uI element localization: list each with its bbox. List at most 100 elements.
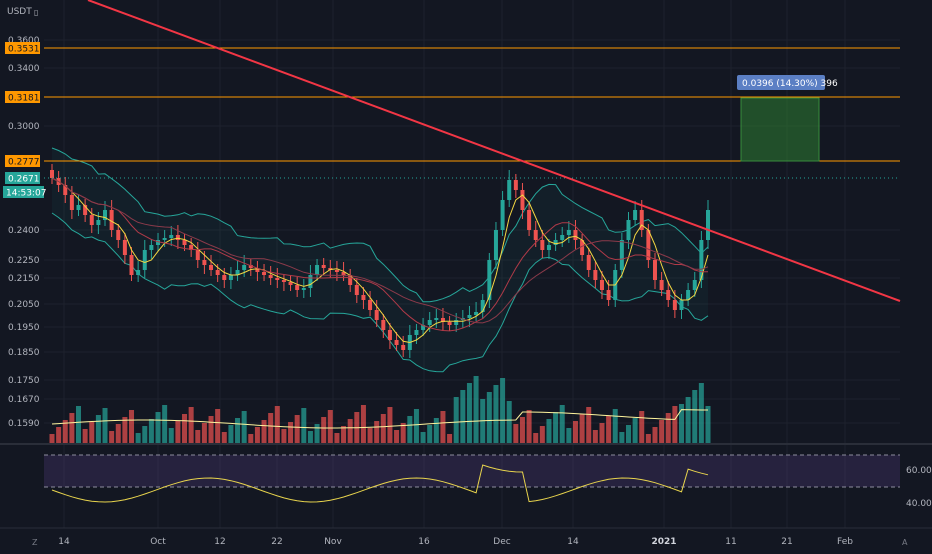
rsi-pane[interactable]: 60.00 40.00 <box>44 454 932 509</box>
countdown-tag <box>3 186 44 198</box>
candle-body <box>440 318 445 322</box>
candle-body <box>228 275 233 280</box>
volume-bar <box>155 412 161 444</box>
candle-body <box>447 322 452 325</box>
volume-bar <box>592 430 598 444</box>
last-price-text: 0.2671 <box>8 175 40 185</box>
price-tag-1 <box>5 91 40 103</box>
y-tick-9: 0.1750 <box>8 376 40 386</box>
candle-body <box>295 285 300 290</box>
candle-body <box>487 260 492 300</box>
volume-bar <box>56 427 62 444</box>
y-tick-7: 0.1950 <box>8 323 40 333</box>
volume-bar <box>215 409 221 444</box>
candle-body <box>255 268 260 272</box>
auto-scale-icon[interactable]: A <box>902 538 908 547</box>
volume-bar <box>433 418 439 444</box>
price-tag-0 <box>5 42 40 54</box>
volume-bar <box>685 397 691 444</box>
currency-label-suffix: ▯ <box>34 8 38 17</box>
volume-bar <box>440 411 446 444</box>
candle-body <box>268 275 273 278</box>
candle-body <box>315 265 320 275</box>
volume-bar <box>380 414 386 444</box>
y-tick-0: 0.3600 <box>8 36 40 46</box>
x-tick-2: 12 <box>214 537 225 547</box>
candle-body <box>421 325 426 330</box>
volume-bar <box>659 420 665 444</box>
y-tick-6: 0.2050 <box>8 300 40 310</box>
candle-body <box>706 210 710 240</box>
candle-body <box>374 310 379 320</box>
candle-body <box>149 245 154 250</box>
y-tick-4: 0.2250 <box>8 256 40 266</box>
candle-body <box>381 320 386 330</box>
volume-bar <box>129 410 135 444</box>
last-price-tag <box>5 172 40 184</box>
candle-body <box>414 330 419 335</box>
volume-bar <box>268 413 274 444</box>
x-tick-10: 21 <box>781 537 792 547</box>
candle-body <box>593 270 598 280</box>
volume-bar <box>208 416 214 444</box>
candle-body <box>122 240 127 255</box>
volume-bar <box>480 399 486 444</box>
trendline[interactable] <box>87 0 901 302</box>
candle-body <box>182 240 187 245</box>
price-scale[interactable]: 0.3600 0.3400 0.3000 0.2400 0.2250 0.2150 0.20… <box>8 36 40 429</box>
bollinger-lower <box>51 212 709 373</box>
x-tick-3: 22 <box>271 537 282 547</box>
candle-body <box>103 210 108 220</box>
price-tag-1-text: 0.3181 <box>8 94 40 104</box>
volume-bar <box>460 390 466 444</box>
candle-body <box>96 220 101 225</box>
volume-bar <box>102 408 108 444</box>
candle-body <box>189 245 194 250</box>
candle-body <box>560 235 565 240</box>
candle-body <box>599 280 604 290</box>
volume-bar <box>241 411 247 444</box>
price-tags[interactable]: 0.3531 0.3181 0.2777 0.2671 14:53:07 <box>3 42 46 199</box>
y-tick-1: 0.3400 <box>8 64 40 74</box>
volume-bar <box>553 412 559 444</box>
candle-body <box>63 185 68 195</box>
candle-body <box>573 230 578 240</box>
candle-body <box>467 315 472 318</box>
volume-bar <box>506 401 512 444</box>
candle-body <box>235 270 240 275</box>
volume-bar <box>599 423 605 444</box>
horizontal-lines[interactable] <box>44 47 900 179</box>
measure-tool[interactable]: 0.0396 (14.30%) 396 <box>737 75 838 162</box>
volume-bar <box>519 417 525 444</box>
currency-label: USDT <box>7 7 32 17</box>
time-scale[interactable]: 14 Oct 12 22 Nov 16 Dec 14 2021 11 21 Feb <box>58 537 853 547</box>
candle-body <box>222 275 227 280</box>
x-tick-4: Nov <box>324 537 342 547</box>
candle-body <box>626 220 631 240</box>
volume-bar <box>175 421 181 444</box>
volume-bar <box>453 397 459 444</box>
x-tick-7: 14 <box>567 537 579 547</box>
volume-bar <box>148 419 154 444</box>
candle-body <box>209 265 214 270</box>
rsi-tick-40: 40.00 <box>906 499 932 509</box>
volume-bar <box>486 392 492 444</box>
volume-bar <box>115 424 121 444</box>
volume-bar <box>619 432 625 444</box>
candle-body <box>394 340 399 345</box>
x-tick-6: Dec <box>493 537 510 547</box>
zoom-icon[interactable]: Z <box>32 538 38 547</box>
candle-body <box>619 240 624 270</box>
price-tag-2-text: 0.2777 <box>8 158 40 168</box>
candle-body <box>692 280 697 290</box>
candle-body <box>116 230 121 240</box>
candle-body <box>513 180 518 190</box>
volume-bar <box>513 424 519 444</box>
y-tick-3: 0.2400 <box>8 226 40 236</box>
candle-body <box>368 300 373 310</box>
ma-long <box>51 177 709 324</box>
candle-body <box>580 240 585 255</box>
volume-bar <box>281 429 287 444</box>
